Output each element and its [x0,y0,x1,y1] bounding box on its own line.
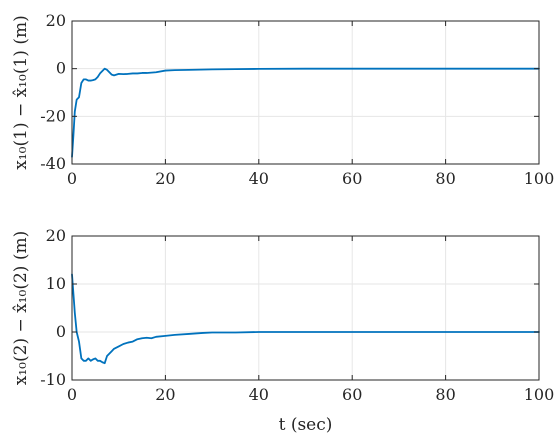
x-tick-label: 40 [249,169,269,188]
bottom-y-axis-label: x₁₀(2) − x̂₁₀(2) (m) [11,231,31,385]
top-y-axis-label: x₁₀(1) − x̂₁₀(1) (m) [11,15,31,169]
x-tick-label: 100 [524,385,555,404]
x-tick-label: 0 [67,385,77,404]
x-tick-label: 80 [435,169,455,188]
x-tick-label: 60 [342,169,362,188]
y-tick-label: 0 [56,59,66,78]
y-tick-label: 0 [56,322,66,341]
bottom-plot-frame [71,235,540,381]
y-tick-label: -40 [40,154,66,173]
top-series-line-0 [71,67,540,158]
x-tick-label: 40 [249,385,269,404]
y-tick-label: -10 [40,370,66,389]
top-plot-panel: 0 20 40 60 80 100 20 0 -20 -40 x₁₀(1) − x̂₁₀(1) (m… [11,11,554,188]
top-plot-frame [71,20,540,165]
y-tick-label: -20 [40,106,66,125]
x-tick-label: 0 [67,169,77,188]
bottom-series-line-0 [71,273,540,365]
x-tick-label: 20 [155,169,175,188]
y-tick-label: 10 [46,274,66,293]
y-tick-label: 20 [46,226,66,245]
x-tick-label: 80 [435,385,455,404]
x-tick-label: 60 [342,385,362,404]
x-tick-label: 20 [155,385,175,404]
x-axis-label: t (sec) [279,415,333,435]
y-tick-label: 20 [46,11,66,30]
x-tick-label: 100 [524,169,555,188]
